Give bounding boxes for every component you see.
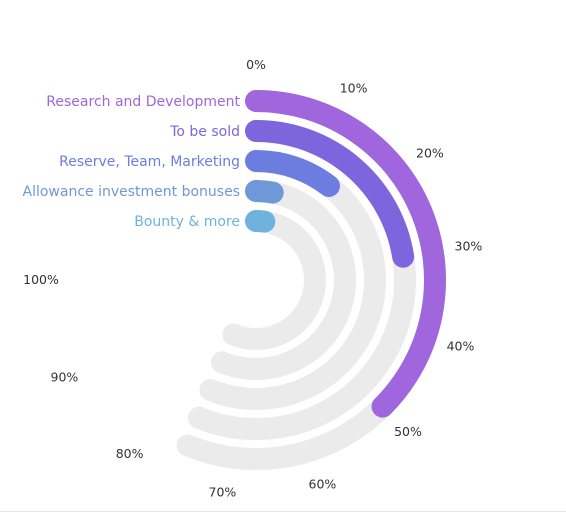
bar-arc[interactable]: [245, 120, 415, 268]
series-label: Allowance investment bonuses: [23, 184, 241, 200]
bar-arc[interactable]: [245, 90, 446, 418]
tick-label: 80%: [116, 446, 144, 461]
tick-label: 20%: [416, 146, 444, 161]
series-label: Reserve, Team, Marketing: [59, 154, 240, 170]
series-label: Bounty & more: [134, 214, 240, 230]
tick-label: 60%: [309, 477, 337, 492]
tick-label: 10%: [340, 80, 368, 95]
bar-group: [245, 90, 446, 418]
series-label: Research and Development: [46, 94, 240, 110]
bar-arc[interactable]: [245, 210, 276, 233]
tick-label-group: 0% 10% 20% 30% 40% 50% 60% 70% 80% 90% 100%: [23, 57, 482, 499]
bar-arc[interactable]: [245, 180, 284, 204]
track-ring: [222, 210, 326, 350]
tick-label: 30%: [455, 238, 483, 253]
tick-label: 90%: [51, 370, 79, 385]
bar-arc[interactable]: [245, 150, 340, 197]
tick-label: 70%: [209, 484, 237, 499]
series-label-group: Research and Development To be sold Reserv…: [23, 94, 241, 230]
series-label: To be sold: [169, 124, 240, 140]
tick-label: 0%: [246, 57, 266, 72]
track-ring: [210, 180, 356, 380]
tick-label: 50%: [394, 424, 422, 439]
tick-label: 100%: [23, 272, 59, 287]
tick-label: 40%: [447, 338, 475, 353]
